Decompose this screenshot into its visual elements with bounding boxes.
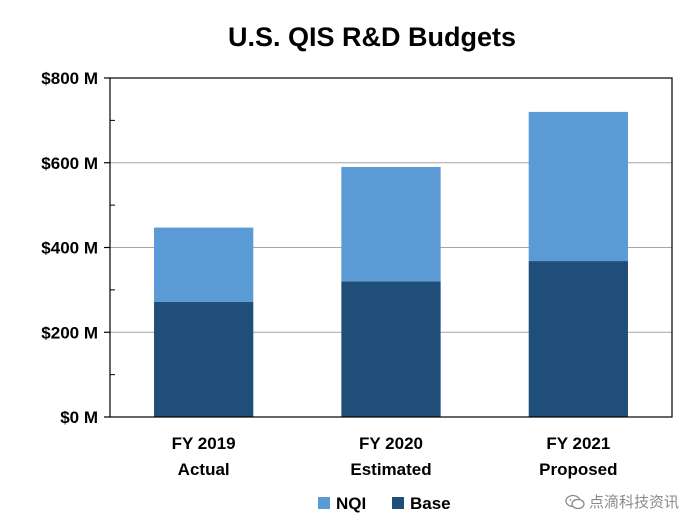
x-category-label: Estimated (350, 460, 431, 479)
x-category-label: Actual (178, 460, 230, 479)
y-tick-label: $400 M (41, 239, 98, 258)
chart-title: U.S. QIS R&D Budgets (228, 22, 516, 52)
legend-label-base: Base (410, 494, 451, 513)
legend: NQI Base (318, 494, 451, 513)
wechat-icon (565, 494, 585, 509)
bar-base-3 (528, 261, 628, 417)
y-tick-label: $0 M (60, 408, 98, 427)
x-category-label: FY 2019 (172, 434, 236, 453)
y-tick-label: $800 M (41, 69, 98, 88)
legend-swatch-base (392, 497, 404, 509)
x-category-label: FY 2021 (546, 434, 610, 453)
x-category-label: FY 2020 (359, 434, 423, 453)
bars (154, 111, 628, 417)
legend-label-nqi: NQI (336, 494, 366, 513)
bar-nqi-2 (341, 166, 441, 282)
x-category-label: Proposed (539, 460, 617, 479)
bar-base-1 (154, 301, 254, 417)
watermark-text: 点滴科技资讯 (588, 493, 679, 511)
y-tick-labels: $0 M $200 M $400 M $600 M $800 M (41, 69, 98, 427)
x-category-labels: FY 2019 Actual FY 2020 Estimated FY 2021 Prop… (172, 434, 618, 479)
y-tick-label: $200 M (41, 323, 98, 342)
bar-base-2 (341, 281, 441, 417)
bar-nqi-3 (528, 111, 628, 262)
axes (104, 77, 673, 418)
y-tick-label: $600 M (41, 154, 98, 173)
watermark: 点滴科技资讯 (565, 491, 679, 512)
legend-swatch-nqi (318, 497, 330, 509)
bar-nqi-1 (154, 227, 254, 302)
